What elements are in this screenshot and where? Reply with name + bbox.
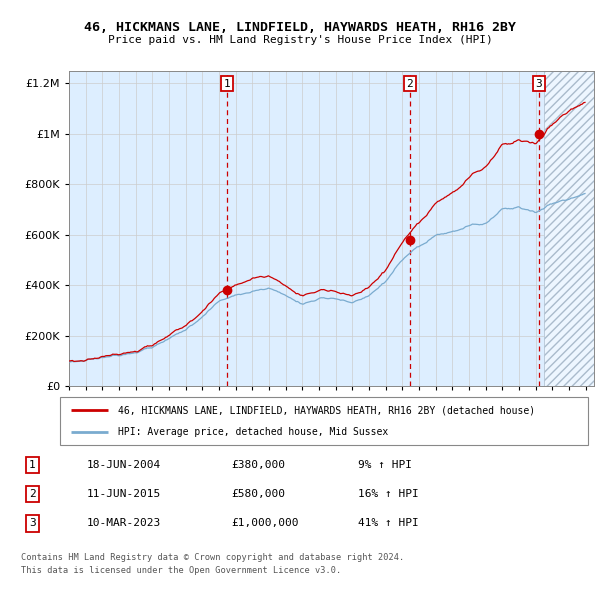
Text: £1,000,000: £1,000,000 xyxy=(231,519,298,529)
Text: Price paid vs. HM Land Registry's House Price Index (HPI): Price paid vs. HM Land Registry's House … xyxy=(107,35,493,45)
Bar xyxy=(544,71,598,386)
Bar xyxy=(544,71,598,386)
Text: 46, HICKMANS LANE, LINDFIELD, HAYWARDS HEATH, RH16 2BY (detached house): 46, HICKMANS LANE, LINDFIELD, HAYWARDS H… xyxy=(118,405,535,415)
Text: 1: 1 xyxy=(223,78,230,88)
Text: 46, HICKMANS LANE, LINDFIELD, HAYWARDS HEATH, RH16 2BY: 46, HICKMANS LANE, LINDFIELD, HAYWARDS H… xyxy=(84,21,516,34)
Text: 3: 3 xyxy=(29,519,35,529)
Text: £380,000: £380,000 xyxy=(231,460,285,470)
Text: 16% ↑ HPI: 16% ↑ HPI xyxy=(358,489,418,499)
Text: 2: 2 xyxy=(406,78,413,88)
Text: 3: 3 xyxy=(535,78,542,88)
Bar xyxy=(544,71,598,386)
Text: 1: 1 xyxy=(29,460,35,470)
Text: Contains HM Land Registry data © Crown copyright and database right 2024.: Contains HM Land Registry data © Crown c… xyxy=(21,553,404,562)
Text: 18-JUN-2004: 18-JUN-2004 xyxy=(87,460,161,470)
Text: 11-JUN-2015: 11-JUN-2015 xyxy=(87,489,161,499)
Text: This data is licensed under the Open Government Licence v3.0.: This data is licensed under the Open Gov… xyxy=(21,566,341,575)
Text: HPI: Average price, detached house, Mid Sussex: HPI: Average price, detached house, Mid … xyxy=(118,427,388,437)
Text: 10-MAR-2023: 10-MAR-2023 xyxy=(87,519,161,529)
Text: 2: 2 xyxy=(29,489,35,499)
Text: £580,000: £580,000 xyxy=(231,489,285,499)
Text: 41% ↑ HPI: 41% ↑ HPI xyxy=(358,519,418,529)
Text: 9% ↑ HPI: 9% ↑ HPI xyxy=(358,460,412,470)
FancyBboxPatch shape xyxy=(60,397,588,445)
